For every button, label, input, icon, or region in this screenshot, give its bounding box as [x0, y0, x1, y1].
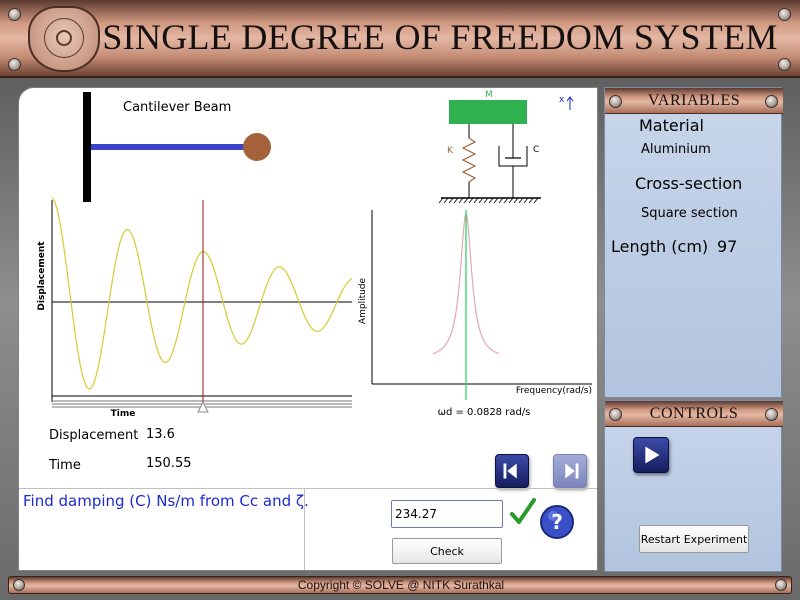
length-label: Length (cm) — [611, 237, 709, 256]
ground-hatch-line — [483, 197, 489, 204]
mass-block — [449, 100, 527, 124]
cross-section-label: Cross-section — [635, 174, 743, 193]
arrow-up-icon — [566, 96, 574, 110]
displacement-label: Displacement — [49, 428, 139, 443]
ground-hatch-line — [448, 197, 454, 204]
ground-hatch-line — [493, 197, 499, 204]
simulation-panel: Cantilever Beam M x K C — [18, 87, 598, 571]
displacement-value: 13.6 — [146, 427, 175, 442]
ground-hatch — [438, 197, 539, 204]
ground-hatch-line — [468, 197, 474, 204]
displacement-series — [51, 197, 353, 390]
time-cursor[interactable] — [195, 200, 211, 418]
time-label: Time — [49, 458, 81, 473]
step-back-icon — [503, 463, 517, 479]
page-title: SINGLE DEGREE OF FREEDOM SYSTEM — [102, 17, 778, 57]
ground-hatch-line — [478, 197, 484, 204]
ground-hatch-line — [533, 197, 539, 204]
beam-label: Cantilever Beam — [123, 100, 232, 115]
help-icon: ? — [551, 510, 563, 534]
screw-icon — [13, 579, 25, 591]
damper — [498, 124, 528, 198]
screw-icon — [778, 8, 791, 21]
copyright-text: Copyright © SOLVE @ NITK Surathkal — [297, 578, 505, 592]
screw-icon — [765, 408, 778, 421]
damped-frequency-label: ωd = 0.0828 rad/s — [438, 407, 531, 418]
question-divider — [19, 488, 597, 489]
material-value: Aluminium — [641, 142, 711, 157]
screw-icon — [8, 58, 21, 71]
freq-plot-xlabel: Frequency(rad/s) — [516, 386, 592, 396]
screw-icon — [8, 8, 21, 21]
help-button[interactable]: ? — [539, 504, 575, 540]
tip-mass — [243, 133, 271, 161]
step-forward-icon — [565, 463, 579, 479]
play-icon — [645, 446, 660, 464]
fixed-wall — [83, 92, 91, 202]
ground-hatch-line — [438, 197, 444, 204]
check-button[interactable]: Check — [392, 538, 502, 564]
ground-hatch-line — [518, 197, 524, 204]
ground-hatch-line — [453, 197, 459, 204]
institute-logo-icon — [28, 6, 100, 72]
ground-hatch-line — [443, 197, 449, 204]
ground-hatch-line — [458, 197, 464, 204]
mass-label: M — [485, 90, 493, 100]
play-button[interactable] — [633, 437, 669, 473]
displacement-axis-label: x — [559, 95, 565, 105]
screw-icon — [765, 95, 778, 108]
ground-hatch-line — [463, 197, 469, 204]
time-response-plot: Displacement Time — [37, 197, 353, 419]
spring — [461, 124, 477, 198]
screw-icon — [609, 408, 622, 421]
checkmark-icon — [510, 498, 536, 524]
step-back-button[interactable] — [495, 454, 529, 488]
restart-experiment-button[interactable]: Restart Experiment — [639, 525, 749, 553]
controls-panel: CONTROLS Restart Experiment — [604, 400, 783, 572]
damper-label: C — [533, 145, 539, 155]
ground-hatch-line — [498, 197, 504, 204]
app-header: SINGLE DEGREE OF FREEDOM SYSTEM — [0, 0, 800, 78]
controls-panel-title: CONTROLS — [605, 401, 783, 427]
screw-icon — [778, 58, 791, 71]
length-value: 97 — [717, 237, 738, 256]
ground-hatch-line — [523, 197, 529, 204]
ground-hatch-line — [488, 197, 494, 204]
step-forward-button[interactable] — [553, 454, 587, 488]
time-plot-xlabel: Time — [111, 409, 136, 419]
sdof-schematic: M x K C — [438, 90, 574, 204]
spring-label: K — [447, 146, 454, 156]
frequency-response-plot: Amplitude Frequency(rad/s) ωd = 0.0828 r… — [358, 210, 592, 418]
ground-hatch-line — [508, 197, 514, 204]
plots: Displacement Time Amplitude Frequency(ra… — [37, 197, 592, 419]
variables-panel: VARIABLES Material Aluminium Cross-secti… — [604, 87, 783, 398]
cross-section-value: Square section — [641, 206, 738, 221]
ground-hatch-line — [513, 197, 519, 204]
cantilever-beam — [91, 144, 259, 150]
ground-hatch-line — [503, 197, 509, 204]
screw-icon — [775, 579, 787, 591]
time-plot-ylabel: Displacement — [37, 241, 47, 311]
answer-input[interactable] — [391, 500, 503, 528]
footer-bar: Copyright © SOLVE @ NITK Surathkal — [8, 576, 792, 594]
screw-icon — [609, 95, 622, 108]
ground-hatch-line — [473, 197, 479, 204]
ground-hatch-line — [528, 197, 534, 204]
freq-plot-ylabel: Amplitude — [358, 277, 368, 324]
question-divider-vertical — [304, 488, 305, 570]
question-prompt: Find damping (C) Ns/m from Cc and ζ. — [23, 492, 309, 510]
material-label: Material — [639, 116, 704, 135]
time-value: 150.55 — [146, 456, 192, 471]
variables-panel-title: VARIABLES — [605, 88, 783, 114]
